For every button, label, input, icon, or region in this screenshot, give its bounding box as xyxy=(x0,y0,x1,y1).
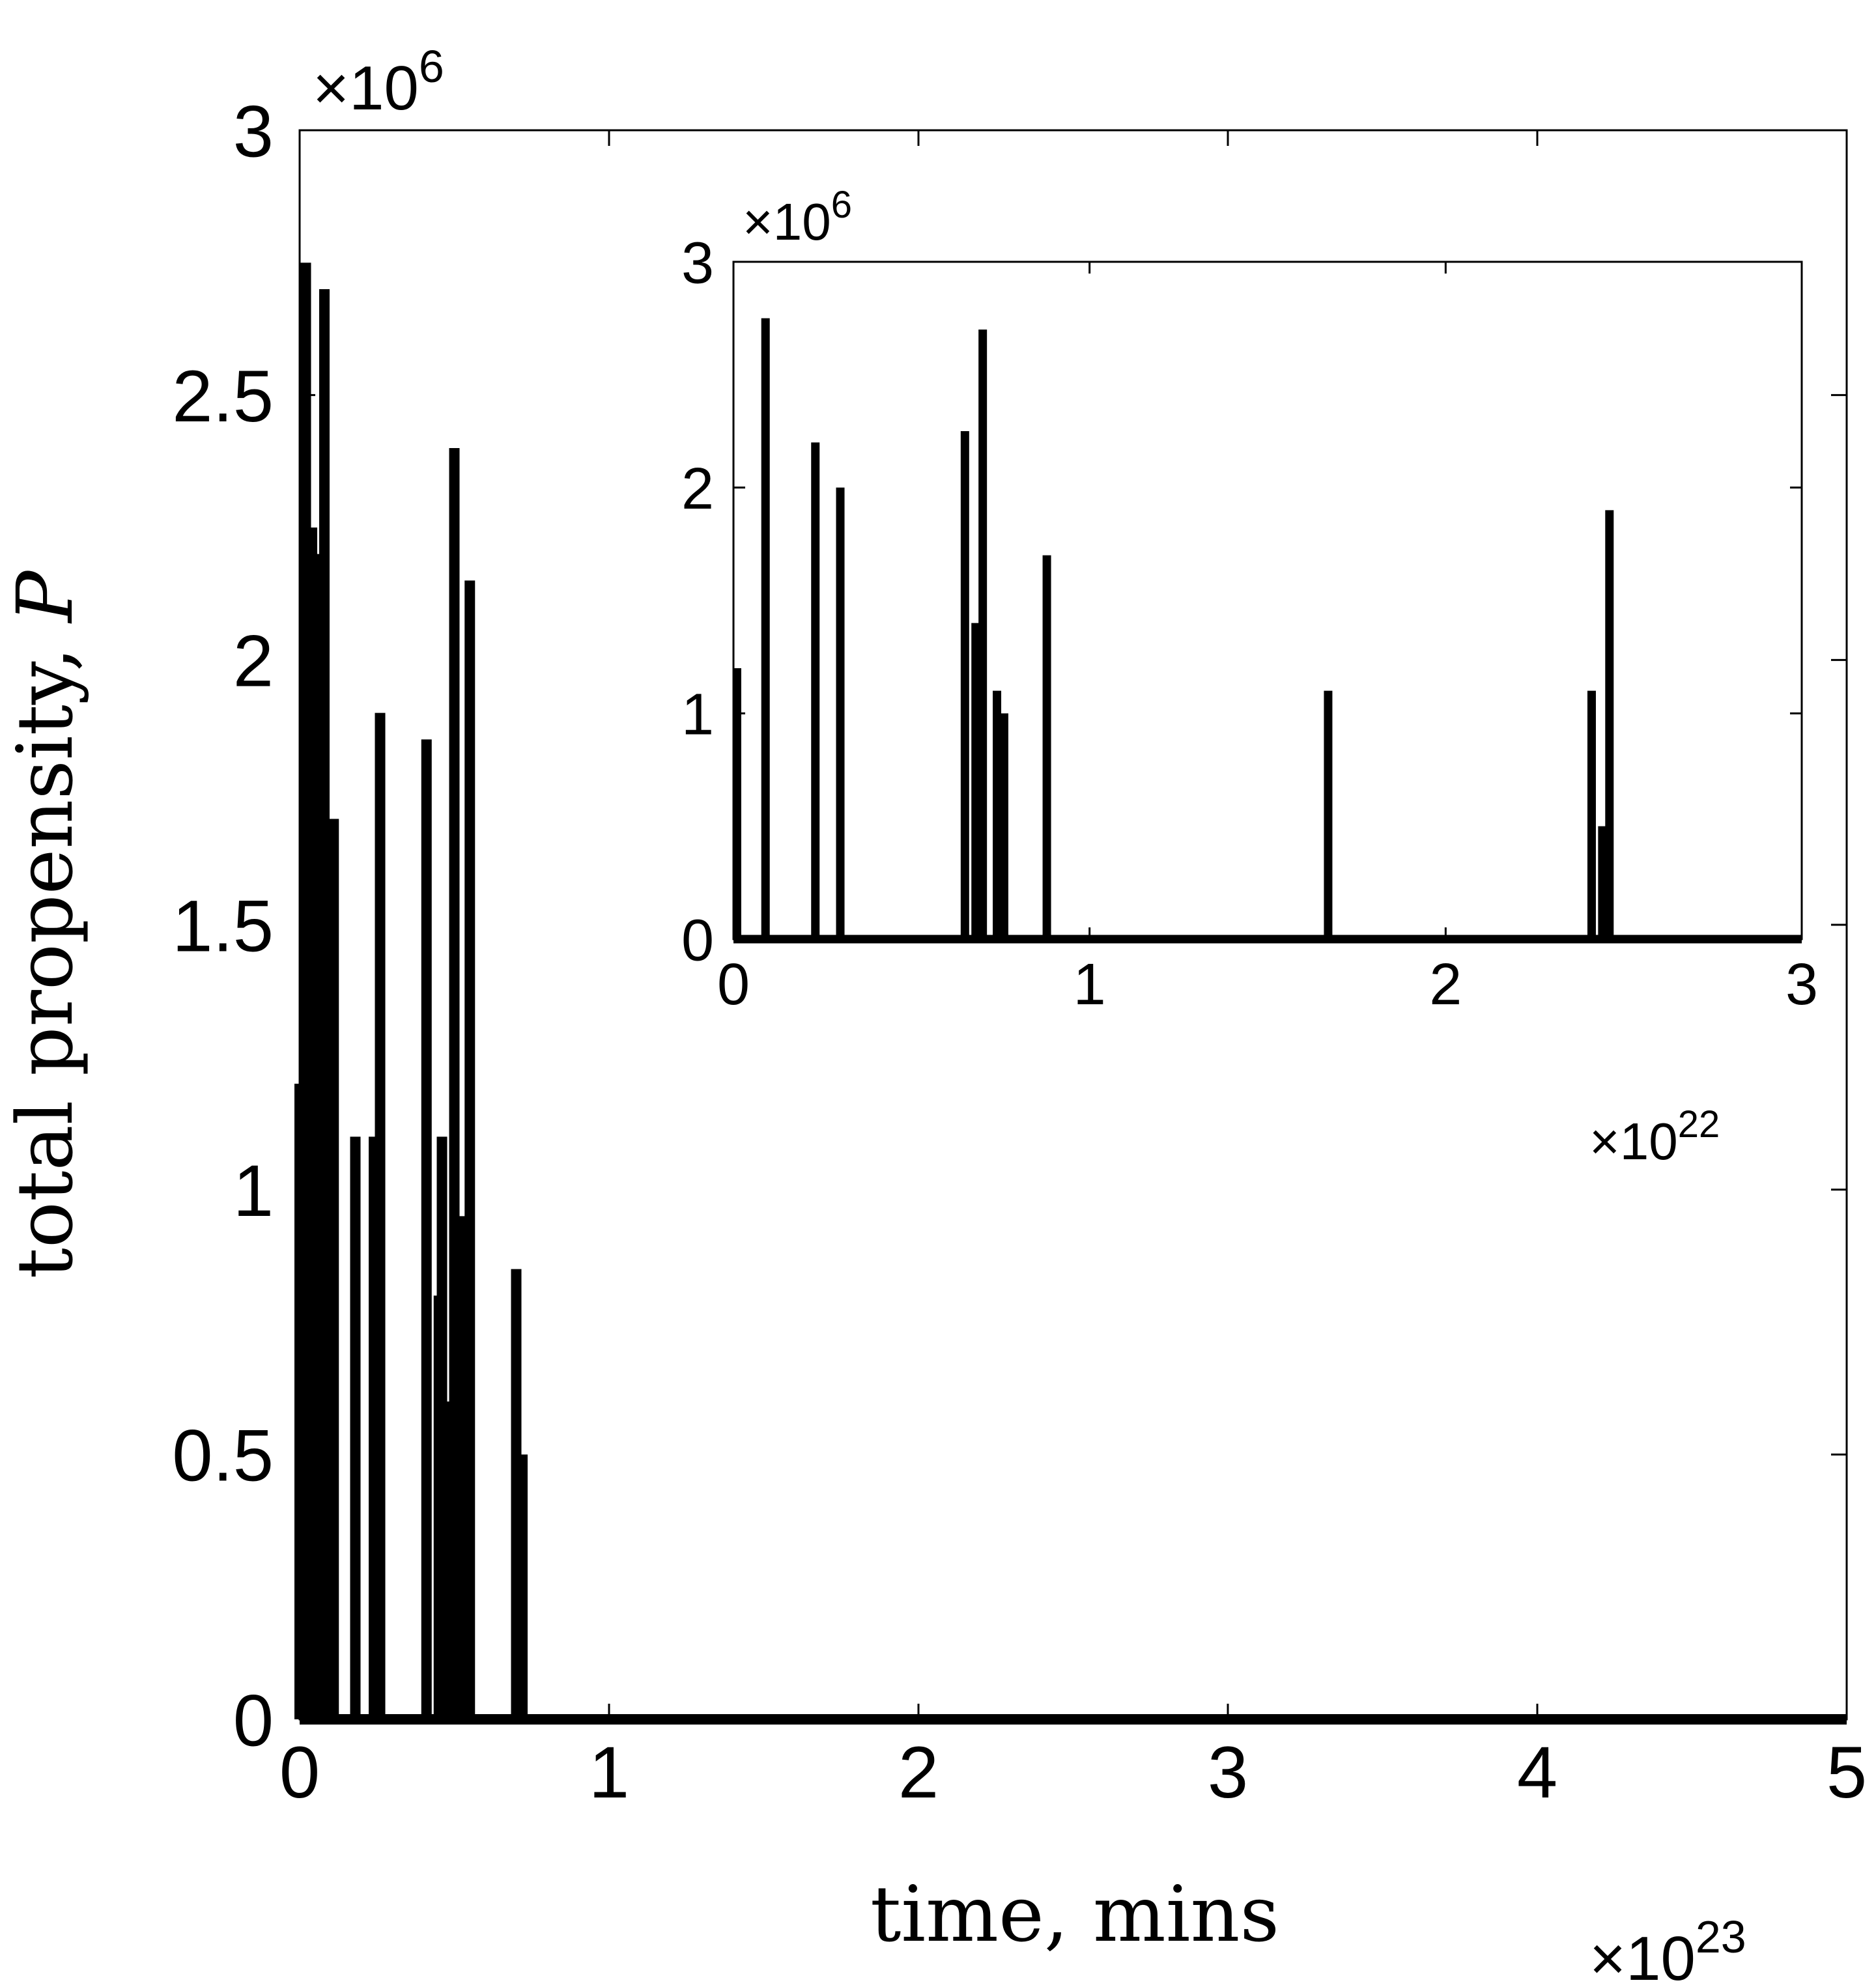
main-tick-labels: 0 1 2 3 4 5 0 0.5 1 1.5 2 2.5 3 xyxy=(172,91,1867,1813)
main-xtick-label: 0 xyxy=(279,1732,320,1813)
inset-xtick-label: 3 xyxy=(1785,952,1818,1017)
inset-background xyxy=(730,261,1804,941)
main-x-axis-label: time, mins xyxy=(870,1869,1279,1959)
inset-ytick-label: 1 xyxy=(681,683,714,748)
main-x-exponent: ×1023 xyxy=(1589,1911,1746,1987)
inset-ytick-label: 0 xyxy=(681,908,714,973)
main-ytick-label: 1.5 xyxy=(172,885,274,966)
main-y-exponent: ×106 xyxy=(313,41,444,123)
main-y-axis-label: total propensity, P xyxy=(0,569,90,1279)
inset-xtick-label: 0 xyxy=(717,952,750,1017)
inset-ytick-label: 2 xyxy=(681,457,714,522)
inset-y-exponent: ×106 xyxy=(743,184,852,251)
inset-axes: 0 1 2 3 0 1 2 3 ×106 ×1022 xyxy=(681,184,1818,1170)
inset-xtick-label: 2 xyxy=(1429,952,1462,1017)
inset-ytick-label: 3 xyxy=(681,231,714,296)
main-ytick-label: 0 xyxy=(233,1680,274,1761)
inset-tick-labels: 0 1 2 3 0 1 2 3 xyxy=(681,231,1818,1017)
main-axes: 0 1 2 3 4 5 0 0.5 1 1.5 2 2.5 3 ×106 ×1023 time, min… xyxy=(0,41,1867,1987)
main-ytick-label: 2 xyxy=(233,621,274,702)
main-ytick-label: 0.5 xyxy=(172,1415,274,1497)
main-ytick-label: 1 xyxy=(233,1150,274,1232)
main-xtick-label: 5 xyxy=(1826,1732,1867,1813)
main-xtick-label: 3 xyxy=(1208,1732,1248,1813)
inset-x-exponent: ×1022 xyxy=(1589,1103,1720,1170)
main-xtick-label: 1 xyxy=(589,1732,629,1813)
inset-data-series xyxy=(732,318,1802,944)
main-data-series xyxy=(294,262,1847,1725)
main-ytick-label: 2.5 xyxy=(172,356,274,437)
main-xtick-label: 2 xyxy=(898,1732,939,1813)
main-xtick-label: 4 xyxy=(1517,1732,1557,1813)
main-ytick-label: 3 xyxy=(233,91,274,172)
inset-xtick-label: 1 xyxy=(1073,952,1106,1017)
